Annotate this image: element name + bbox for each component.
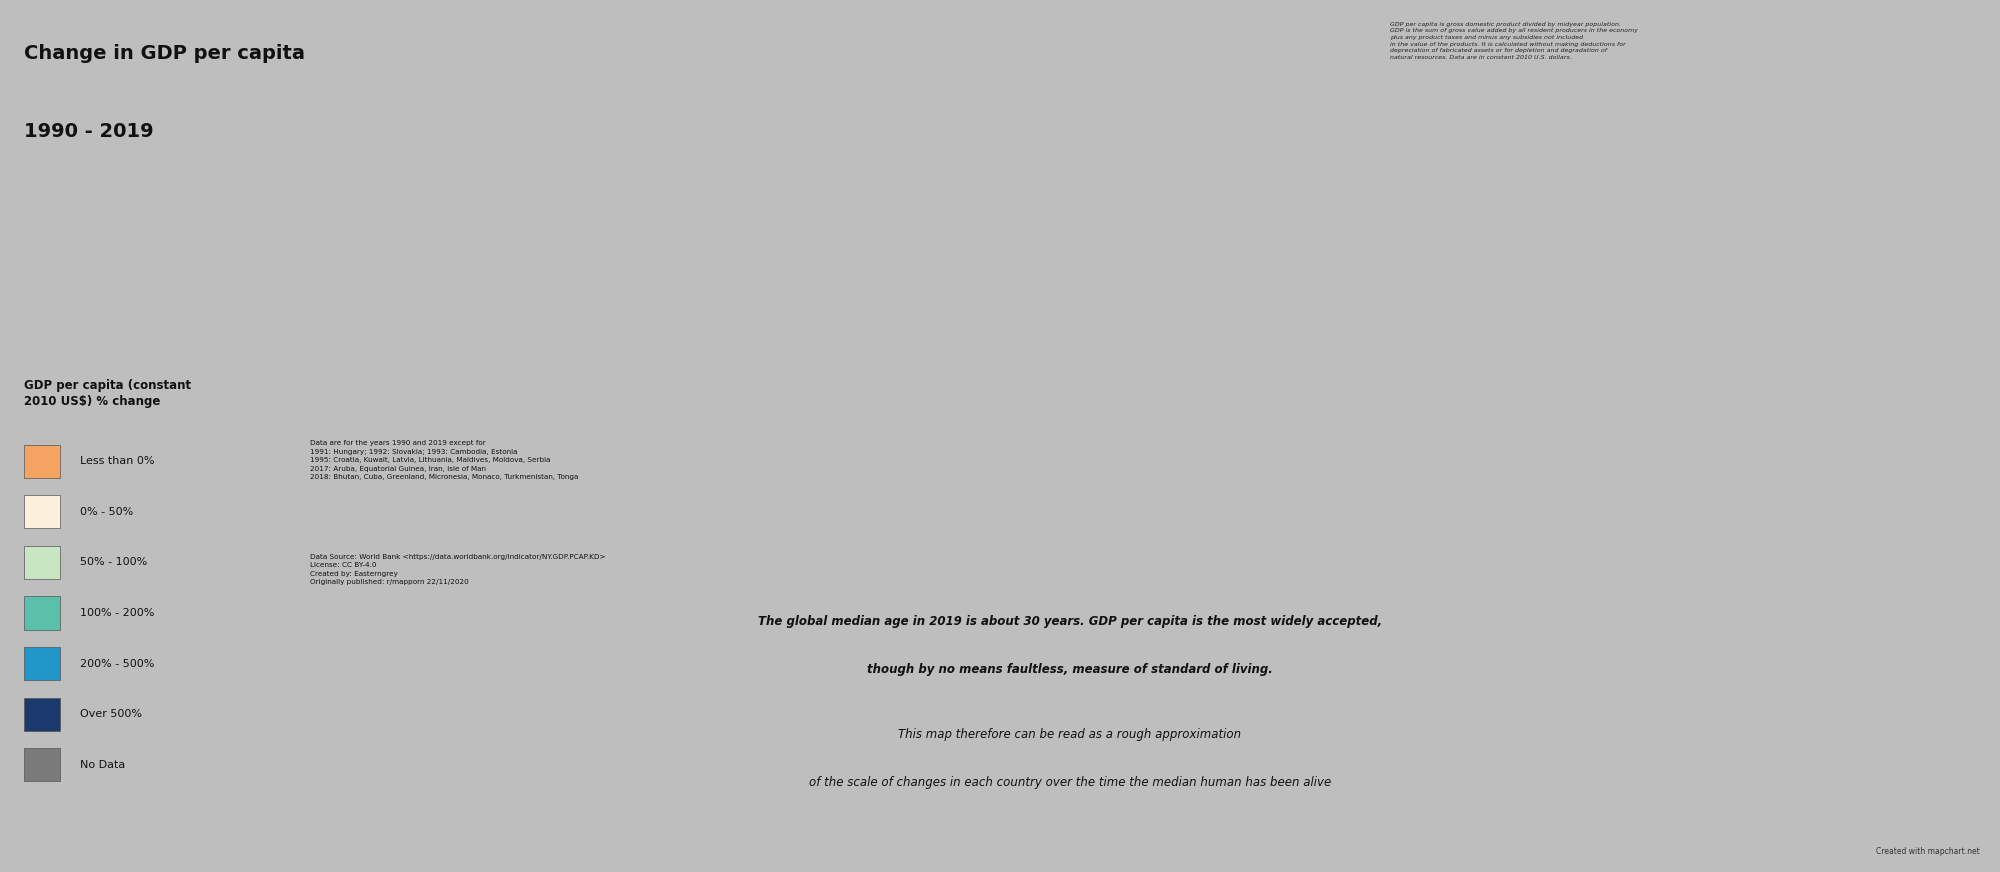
Text: 1990 - 2019: 1990 - 2019 [24, 122, 154, 141]
Text: Data are for the years 1990 and 2019 except for
1991: Hungary; 1992: Slovakia; 1: Data are for the years 1990 and 2019 exc… [310, 440, 578, 480]
Text: 50% - 100%: 50% - 100% [80, 557, 148, 568]
Text: 0% - 50%: 0% - 50% [80, 507, 134, 517]
Text: No Data: No Data [80, 760, 126, 770]
Text: 200% - 500%: 200% - 500% [80, 658, 154, 669]
Text: Less than 0%: Less than 0% [80, 456, 154, 467]
Text: Over 500%: Over 500% [80, 709, 142, 719]
Text: though by no means faultless, measure of standard of living.: though by no means faultless, measure of… [868, 663, 1272, 676]
Text: Data Source: World Bank <https://data.worldbank.org/indicator/NY.GDP.PCAP.KD>
Li: Data Source: World Bank <https://data.wo… [310, 554, 606, 585]
Text: GDP per capita (constant
2010 US$) % change: GDP per capita (constant 2010 US$) % cha… [24, 379, 192, 408]
Text: 100% - 200%: 100% - 200% [80, 608, 154, 618]
Text: GDP per capita is gross domestic product divided by midyear population.
GDP is t: GDP per capita is gross domestic product… [1390, 22, 1638, 60]
Text: of the scale of changes in each country over the time the median human has been : of the scale of changes in each country … [808, 776, 1332, 789]
Text: Created with mapchart.net: Created with mapchart.net [1876, 848, 1980, 856]
Text: Change in GDP per capita: Change in GDP per capita [24, 44, 304, 63]
Text: This map therefore can be read as a rough approximation: This map therefore can be read as a roug… [898, 728, 1242, 741]
Text: The global median age in 2019 is about 30 years. GDP per capita is the most wide: The global median age in 2019 is about 3… [758, 615, 1382, 628]
